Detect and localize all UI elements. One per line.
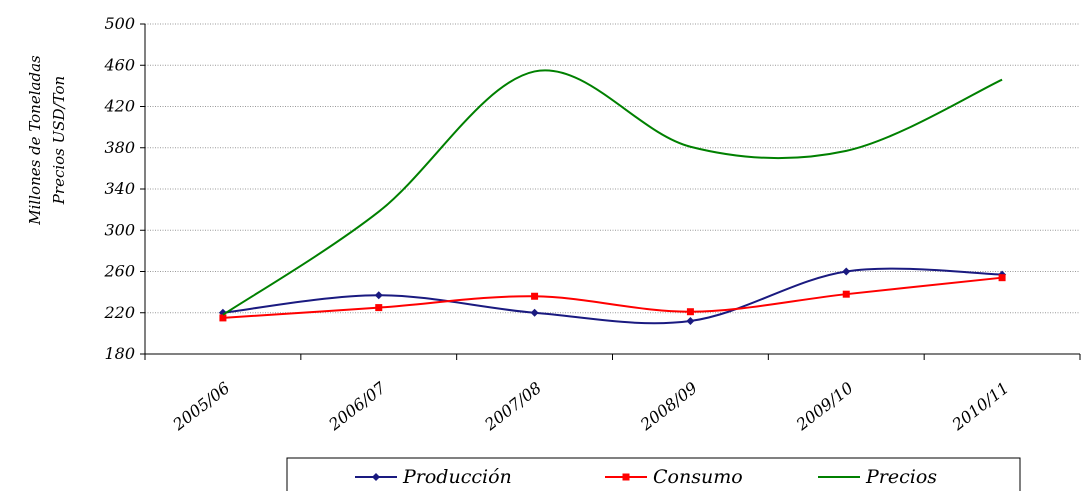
data-point-produccion	[686, 317, 695, 325]
x-tick-label: 2006/07	[324, 378, 390, 435]
data-point-consumo	[219, 314, 227, 322]
series-produccion	[218, 267, 1007, 325]
x-tick-label: 2008/09	[636, 378, 701, 435]
legend-label-produccion: Producción	[402, 466, 512, 488]
series-line-produccion	[222, 267, 1003, 325]
series-line-precios	[222, 69, 1003, 316]
data-point-consumo	[375, 304, 383, 312]
series-consumo	[219, 274, 1006, 322]
y-tick-label: 180	[104, 344, 135, 363]
y-tick-label: 380	[104, 138, 135, 157]
legend-box	[286, 457, 1021, 491]
x-tick-labels: 2005/06 2006/07 2007/08 2008/09 2009/10 2010/…	[169, 378, 1013, 435]
data-point-consumo	[998, 274, 1006, 282]
x-tick-label: 2007/08	[480, 378, 545, 435]
y-tick-labels: 180 220 260 300 340 380 420 460 500	[103, 14, 135, 363]
legend: Producción Consumo Precios	[286, 457, 1021, 491]
series-line-consumo	[222, 276, 1003, 319]
y-tick-label: 500	[104, 14, 135, 33]
y-tick-label: 220	[103, 303, 135, 322]
y-axis-label: Millones de Toneladas Precios USD/Ton	[26, 55, 68, 226]
x-tick-label: 2010/11	[948, 378, 1013, 435]
y-tick-label: 260	[103, 262, 135, 281]
y-axis-label-line: Precios USD/Ton	[50, 76, 68, 205]
data-point-produccion	[842, 267, 851, 276]
series-precios	[222, 69, 1003, 316]
y-axis-label-line: Millones de Toneladas	[26, 55, 44, 226]
grid-lines	[145, 23, 1080, 314]
y-tick-label: 460	[103, 55, 135, 74]
legend-label-precios: Precios	[865, 466, 937, 488]
data-point-produccion	[374, 291, 383, 300]
legend-item-produccion: Producción	[355, 466, 512, 488]
legend-item-precios: Precios	[818, 466, 937, 488]
data-point-consumo	[842, 290, 850, 298]
data-point-consumo	[686, 308, 694, 316]
legend-marker-produccion	[372, 473, 380, 481]
y-tick-label: 340	[104, 179, 135, 198]
data-point-produccion	[530, 308, 539, 317]
legend-label-consumo: Consumo	[653, 466, 743, 488]
series-group	[218, 69, 1007, 325]
legend-item-consumo: Consumo	[605, 466, 743, 488]
y-tick-label: 420	[103, 97, 135, 116]
data-point-consumo	[531, 292, 539, 300]
y-tick-label: 300	[104, 220, 135, 239]
x-tick-label: 2009/10	[792, 378, 857, 435]
legend-marker-consumo	[622, 473, 630, 481]
x-tick-label: 2005/06	[169, 378, 234, 435]
axes	[140, 23, 1081, 360]
